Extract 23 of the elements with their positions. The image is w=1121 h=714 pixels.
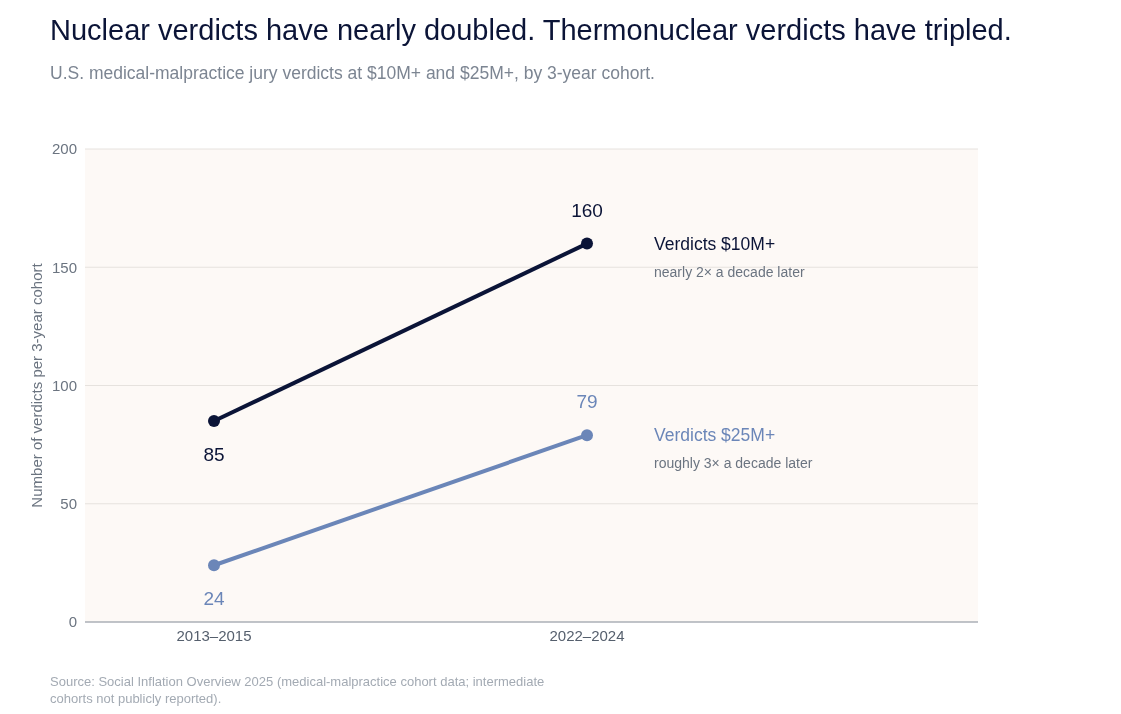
y-tick-label: 200 — [51, 140, 77, 158]
point — [581, 429, 593, 442]
y-tick-label: 0 — [68, 613, 77, 631]
data-label: 160 — [571, 199, 603, 221]
y-tick-label: 100 — [51, 376, 77, 394]
annotation: roughly 3× a decade later — [654, 455, 813, 472]
x-tick-label: 2022–2024 — [549, 626, 625, 644]
data-label: 79 — [576, 391, 598, 413]
y-axis-title: Number of verdicts per 3-year cohort — [28, 262, 46, 508]
chart-subtitle: U.S. medical-malpractice jury verdicts at $10M+ and $25M+, by 3-year cohort. — [50, 63, 655, 84]
data-label: 24 — [203, 588, 225, 610]
chart-title: Nuclear verdicts have nearly doubled. Thermonuclear verdicts have tripled. — [50, 14, 1012, 47]
y-tick-label: 50 — [60, 495, 77, 513]
point — [208, 414, 220, 427]
text: Verdicts $25M+ — [654, 425, 776, 446]
text: Verdicts $10M+ — [654, 233, 776, 254]
annotation: nearly 2× a decade later — [654, 263, 805, 280]
point — [581, 237, 593, 250]
y-tick-label: 150 — [51, 258, 77, 276]
point — [208, 559, 220, 572]
x-tick-label: 2013–2015 — [176, 626, 252, 644]
source-note: Source: Social Inflation Overview 2025 (medical-malpractice cohort data; intermediate cohorts not publicly reported). — [50, 673, 546, 707]
data-label: 85 — [203, 443, 225, 465]
